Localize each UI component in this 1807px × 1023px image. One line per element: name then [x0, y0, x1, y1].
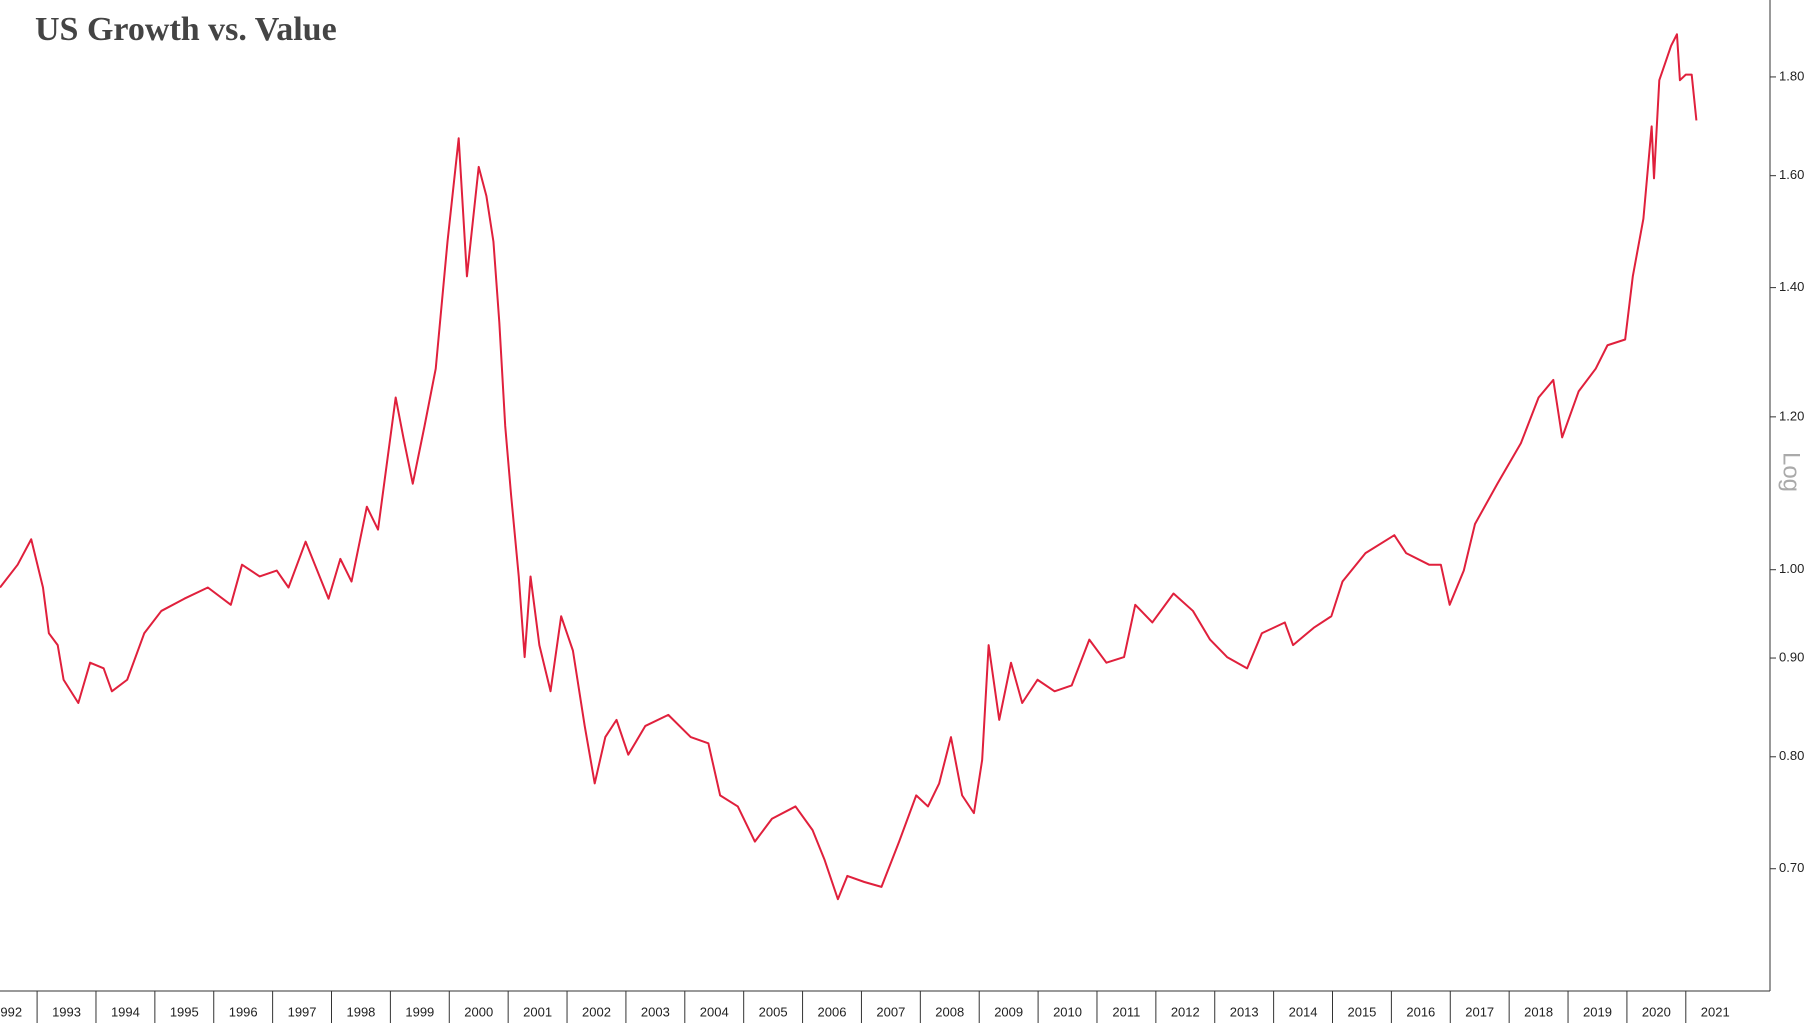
x-tick-label: 2018 [1524, 1004, 1553, 1019]
y-axis-label: Log [1778, 452, 1805, 492]
x-tick-label: 1997 [288, 1004, 317, 1019]
y-tick-label: 1.40 [1779, 279, 1804, 294]
x-tick-label: 2010 [1053, 1004, 1082, 1019]
x-tick-label: 2012 [1171, 1004, 1200, 1019]
x-tick-label: 2000 [464, 1004, 493, 1019]
x-tick-label: 2001 [523, 1004, 552, 1019]
x-tick-label: 1996 [229, 1004, 258, 1019]
data-line [0, 33, 1698, 901]
x-tick-label: 2009 [994, 1004, 1023, 1019]
x-tick-label: 2017 [1465, 1004, 1494, 1019]
y-tick-label: 1.60 [1779, 167, 1804, 182]
x-tick-label: 2020 [1642, 1004, 1671, 1019]
x-tick-label: 1999 [405, 1004, 434, 1019]
chart-title: US Growth vs. Value [35, 11, 337, 48]
x-tick-label: 2007 [876, 1004, 905, 1019]
x-tick-label: 1992 [0, 1004, 22, 1019]
y-tick-label: 1.00 [1779, 561, 1804, 576]
x-tick-label: 2004 [700, 1004, 729, 1019]
x-tick-label: 2016 [1406, 1004, 1435, 1019]
y-tick-label: 1.20 [1779, 408, 1804, 423]
x-tick-label: 1998 [346, 1004, 375, 1019]
y-tick-label: 0.80 [1779, 748, 1804, 763]
x-tick-label: 1995 [170, 1004, 199, 1019]
y-tick-label: 1.80 [1779, 68, 1804, 83]
x-tick-label: 2019 [1583, 1004, 1612, 1019]
y-tick-label: 0.70 [1779, 860, 1804, 875]
x-tick-label: 2005 [759, 1004, 788, 1019]
y-tick-label: 0.90 [1779, 649, 1804, 664]
x-tick-label: 2013 [1230, 1004, 1259, 1019]
x-tick-label: 2011 [1112, 1004, 1140, 1019]
x-tick-label: 2008 [935, 1004, 964, 1019]
x-tick-label: 2014 [1289, 1004, 1318, 1019]
x-tick-label: 1993 [52, 1004, 81, 1019]
x-tick-label: 1994 [111, 1004, 140, 1019]
x-tick-label: 2006 [818, 1004, 847, 1019]
x-tick-label: 2003 [641, 1004, 670, 1019]
x-tick-label: 2015 [1347, 1004, 1376, 1019]
x-tick-label: 2021 [1701, 1004, 1730, 1019]
x-tick-label: 2002 [582, 1004, 611, 1019]
